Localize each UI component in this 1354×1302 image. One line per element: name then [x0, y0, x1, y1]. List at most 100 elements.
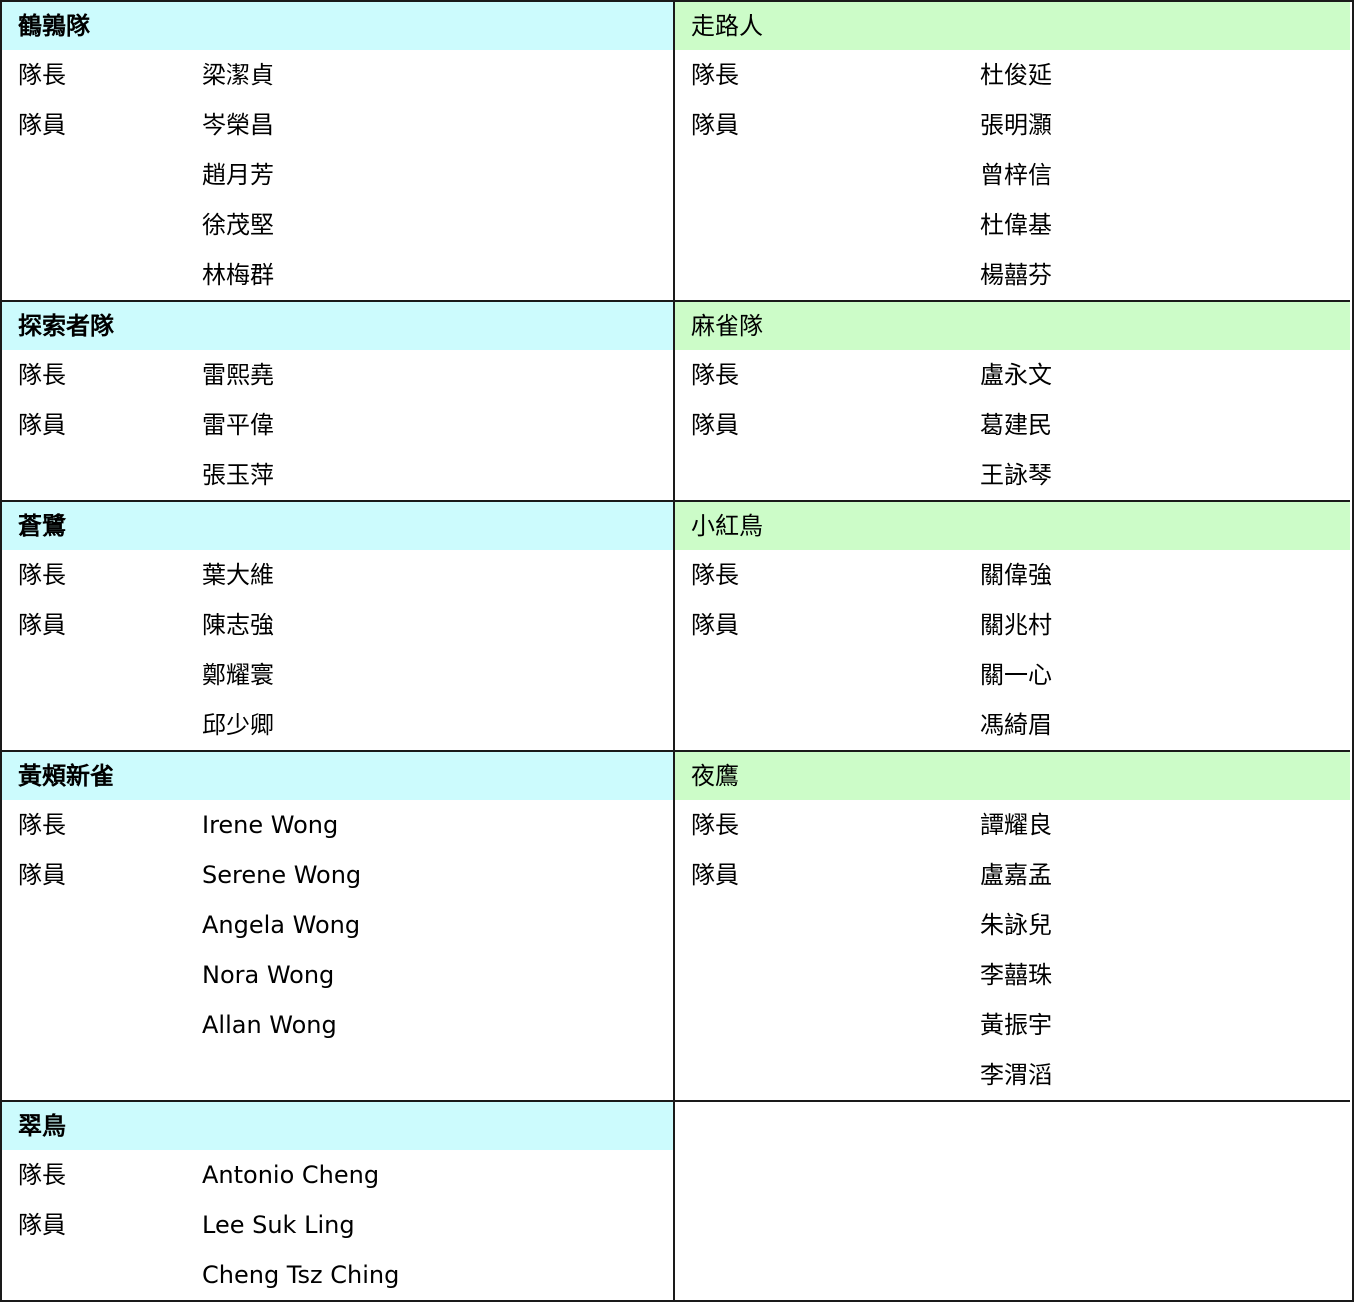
leader-name: 雷熙堯 — [202, 361, 274, 389]
member-row: 李囍珠 — [675, 950, 1350, 1000]
member-row: 徐茂堅 — [2, 200, 673, 250]
member-name: 雷平偉 — [202, 411, 274, 439]
role-label: 隊長 — [18, 361, 66, 389]
team-cell-right — [675, 1102, 1350, 1300]
role-label: 隊員 — [691, 111, 739, 139]
leader-name: 梁潔貞 — [202, 61, 274, 89]
member-name: 李囍珠 — [980, 961, 1052, 989]
role-label: 隊長 — [691, 811, 739, 839]
member-name: 趙月芳 — [202, 161, 274, 189]
member-row: Cheng Tsz Ching — [2, 1250, 673, 1300]
member-row: 林梅群 — [2, 250, 673, 300]
role-label: 隊員 — [18, 861, 66, 889]
member-name: 林梅群 — [202, 261, 274, 289]
member-row: 張玉萍 — [2, 450, 673, 500]
leader-row: 隊長 梁潔貞 — [2, 50, 673, 100]
member-row: 邱少卿 — [2, 700, 673, 750]
role-label: 隊長 — [18, 561, 66, 589]
team-name-header: 小紅鳥 — [675, 502, 1350, 550]
member-name: 李渭滔 — [980, 1061, 1052, 1089]
member-name: 徐茂堅 — [202, 211, 274, 239]
member-name: Cheng Tsz Ching — [202, 1261, 400, 1289]
role-label: 隊員 — [18, 411, 66, 439]
member-row: 趙月芳 — [2, 150, 673, 200]
member-name: 朱詠兒 — [980, 911, 1052, 939]
member-row: 杜偉基 — [675, 200, 1350, 250]
member-row: Angela Wong — [2, 900, 673, 950]
member-name: 曾梓信 — [980, 161, 1052, 189]
team-name-header: 蒼鷺 — [2, 502, 673, 550]
member-name: Serene Wong — [202, 861, 362, 889]
member-row: 隊員 盧嘉孟 — [675, 850, 1350, 900]
leader-name: Antonio Cheng — [202, 1161, 380, 1189]
member-name: 盧嘉孟 — [980, 861, 1052, 889]
team-cell-right: 小紅鳥隊長 關偉強隊員 關兆村關一心馮綺眉 — [675, 502, 1350, 752]
member-name: 葛建民 — [980, 411, 1052, 439]
member-name: 馮綺眉 — [980, 711, 1052, 739]
leader-name: 關偉強 — [980, 561, 1052, 589]
member-row: 隊員 雷平偉 — [2, 400, 673, 450]
member-row: 隊員 Serene Wong — [2, 850, 673, 900]
team-name-header: 麻雀隊 — [675, 302, 1350, 350]
team-name-header: 探索者隊 — [2, 302, 673, 350]
leader-row: 隊長 杜俊延 — [675, 50, 1350, 100]
member-name: 邱少卿 — [202, 711, 274, 739]
member-name: Allan Wong — [202, 1011, 337, 1039]
member-name: Nora Wong — [202, 961, 335, 989]
member-name: 關兆村 — [980, 611, 1052, 639]
member-row: 李渭滔 — [675, 1050, 1350, 1100]
member-row: 黃振宇 — [675, 1000, 1350, 1050]
team-cell-right: 麻雀隊隊長 盧永文隊員 葛建民王詠琴 — [675, 302, 1350, 502]
leader-row: 隊長 Irene Wong — [2, 800, 673, 850]
role-label: 隊員 — [691, 611, 739, 639]
role-label: 隊員 — [18, 611, 66, 639]
leader-row: 隊長 雷熙堯 — [2, 350, 673, 400]
member-name: 楊囍芬 — [980, 261, 1052, 289]
member-name: 鄭耀寰 — [202, 661, 274, 689]
leader-row: 隊長 盧永文 — [675, 350, 1350, 400]
team-name-header: 鶴鶉隊 — [2, 2, 673, 50]
leader-name: 盧永文 — [980, 361, 1052, 389]
role-label: 隊長 — [691, 61, 739, 89]
member-row: 朱詠兒 — [675, 900, 1350, 950]
member-name: Lee Suk Ling — [202, 1211, 355, 1239]
member-row: 隊員 陳志強 — [2, 600, 673, 650]
member-row: 隊員 Lee Suk Ling — [2, 1200, 673, 1250]
member-name: 黃振宇 — [980, 1011, 1052, 1039]
team-cell-left: 鶴鶉隊 隊長 梁潔貞隊員 岑榮昌趙月芳徐茂堅林梅群 — [2, 2, 675, 302]
team-name-header: 夜鷹 — [675, 752, 1350, 800]
role-label: 隊員 — [691, 861, 739, 889]
leader-row: 隊長 關偉強 — [675, 550, 1350, 600]
role-label: 隊員 — [691, 411, 739, 439]
role-label: 隊長 — [18, 1161, 66, 1189]
team-cell-right: 走路人 隊長 杜俊延 隊員 張明灝 曾梓信 杜偉基 楊囍芬 — [675, 2, 1350, 302]
member-name: 張玉萍 — [202, 461, 274, 489]
team-cell-left: 探索者隊隊長 雷熙堯隊員 雷平偉張玉萍 — [2, 302, 675, 502]
team-cell-left: 黃頰新雀 隊長 Irene Wong 隊員 Serene Wong Angela Wong… — [2, 752, 675, 1102]
team-cell-right: 夜鷹 隊長 譚耀良隊員 盧嘉孟朱詠兒李囍珠黃振宇李渭滔 — [675, 752, 1350, 1102]
team-cell-left: 蒼鷺隊長 葉大維隊員 陳志強鄭耀寰邱少卿 — [2, 502, 675, 752]
team-name-header: 走路人 — [675, 2, 1350, 50]
leader-row: 隊長 譚耀良 — [675, 800, 1350, 850]
member-row: 曾梓信 — [675, 150, 1350, 200]
role-label: 隊長 — [691, 361, 739, 389]
member-name: 岑榮昌 — [202, 111, 274, 139]
role-label: 隊員 — [18, 1211, 66, 1239]
member-row: 關一心 — [675, 650, 1350, 700]
leader-row: 隊長 葉大維 — [2, 550, 673, 600]
member-name: 陳志強 — [202, 611, 274, 639]
role-label: 隊長 — [691, 561, 739, 589]
member-row: 楊囍芬 — [675, 250, 1350, 300]
member-name: 關一心 — [980, 661, 1052, 689]
member-row: 王詠琴 — [675, 450, 1350, 500]
member-name: 王詠琴 — [980, 461, 1052, 489]
leader-name: 葉大維 — [202, 561, 274, 589]
member-name: 杜偉基 — [980, 211, 1052, 239]
member-row: 隊員 關兆村 — [675, 600, 1350, 650]
role-label: 隊員 — [18, 111, 66, 139]
role-label: 隊長 — [18, 811, 66, 839]
member-name: Angela Wong — [202, 911, 361, 939]
leader-row: 隊長 Antonio Cheng — [2, 1150, 673, 1200]
team-cell-left: 翠鳥 隊長 Antonio Cheng 隊員 Lee Suk Ling Cheng Tsz… — [2, 1102, 675, 1300]
